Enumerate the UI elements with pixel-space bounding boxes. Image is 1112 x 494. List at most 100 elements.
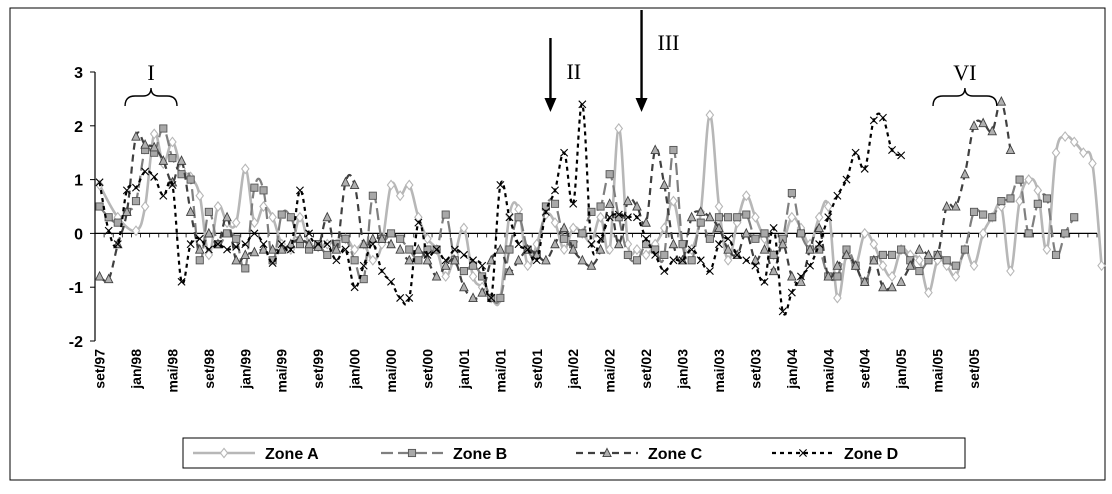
data-point	[859, 276, 870, 286]
data-point	[960, 168, 970, 179]
data-point-stroke	[432, 245, 441, 254]
data-point-stroke	[833, 191, 842, 200]
data-point-stroke	[350, 283, 359, 292]
data-point	[1079, 147, 1088, 159]
data-point	[742, 190, 751, 202]
data-point	[131, 225, 141, 237]
data-point	[614, 213, 623, 222]
y-tick-label: -2	[69, 334, 83, 351]
data-point	[405, 293, 414, 302]
data-point	[778, 307, 787, 316]
data-point	[696, 256, 705, 265]
data-point-stroke	[332, 256, 341, 265]
data-point	[219, 447, 229, 459]
data-point	[660, 267, 669, 276]
data-point	[396, 234, 405, 243]
data-point	[469, 256, 478, 265]
data-point	[459, 281, 469, 292]
data-point	[814, 211, 824, 223]
data-point	[268, 259, 277, 267]
y-tick-label: 1	[74, 173, 83, 190]
x-tick-label: set/01	[529, 349, 545, 389]
x-tick-label: jan/03	[675, 349, 691, 390]
data-point-stroke	[250, 229, 259, 238]
data-point	[924, 287, 933, 299]
data-point-stroke	[569, 199, 578, 208]
annotation-arrow-head	[544, 98, 557, 112]
data-point	[878, 260, 888, 272]
data-point	[122, 186, 131, 195]
data-point	[997, 197, 1006, 206]
data-point-stroke	[523, 245, 532, 254]
data-point-stroke	[277, 240, 286, 249]
data-point	[705, 234, 714, 243]
data-point	[350, 244, 359, 256]
data-point	[996, 95, 1007, 106]
data-point	[614, 210, 623, 219]
data-point	[768, 265, 779, 276]
data-point-stroke	[195, 234, 204, 243]
data-point	[897, 245, 906, 254]
data-point	[860, 227, 870, 239]
data-point-stroke	[223, 245, 232, 254]
data-point	[724, 234, 733, 243]
data-point-stroke	[842, 175, 851, 184]
data-point	[414, 256, 423, 265]
data-point	[268, 211, 277, 223]
data-point-stroke	[159, 191, 168, 200]
data-point-stroke	[888, 146, 897, 154]
x-tick-label: jan/04	[784, 349, 800, 390]
data-point	[769, 224, 778, 233]
data-point	[95, 178, 104, 187]
data-point-stroke	[469, 256, 478, 265]
data-point	[449, 254, 460, 265]
data-point	[241, 163, 250, 175]
data-point	[1005, 144, 1016, 155]
x-tick-label: set/05	[966, 349, 982, 389]
data-point	[231, 217, 241, 229]
x-tick-label: jan/98	[128, 349, 144, 390]
data-point	[395, 190, 405, 202]
data-point	[605, 170, 614, 179]
data-point	[286, 213, 295, 222]
data-point	[604, 198, 615, 208]
data-point-stroke	[150, 172, 159, 181]
data-point	[823, 201, 833, 212]
data-point	[633, 213, 641, 222]
data-point-stroke	[286, 245, 295, 254]
data-point-stroke	[760, 277, 769, 286]
y-tick-label: -1	[69, 280, 83, 297]
x-tick-label: mai/00	[383, 349, 399, 393]
data-point	[623, 238, 633, 250]
data-point	[368, 240, 377, 249]
data-point	[559, 244, 569, 256]
data-point	[286, 245, 295, 254]
data-point	[358, 238, 369, 249]
data-point	[322, 211, 333, 222]
data-point-stroke	[778, 307, 787, 316]
data-point	[1051, 147, 1061, 159]
data-point	[799, 449, 807, 457]
y-tick-label: 3	[74, 65, 83, 82]
data-point	[349, 179, 360, 190]
annotation-label: III	[658, 30, 680, 55]
data-point	[787, 211, 797, 223]
data-point	[231, 254, 242, 265]
data-point	[459, 267, 468, 276]
data-point	[714, 240, 723, 249]
annotation-brace	[932, 87, 998, 107]
data-point	[659, 179, 670, 190]
data-point	[915, 267, 924, 276]
data-point-stroke	[396, 293, 405, 302]
data-point-stroke	[541, 207, 550, 216]
data-point	[705, 211, 715, 222]
data-point	[131, 197, 141, 206]
data-point	[367, 233, 378, 243]
data-point	[194, 243, 205, 254]
data-point	[787, 188, 796, 198]
data-point	[560, 234, 569, 243]
data-point-stroke	[696, 256, 705, 265]
x-tick-label: mai/04	[820, 349, 836, 393]
data-point	[613, 238, 624, 249]
